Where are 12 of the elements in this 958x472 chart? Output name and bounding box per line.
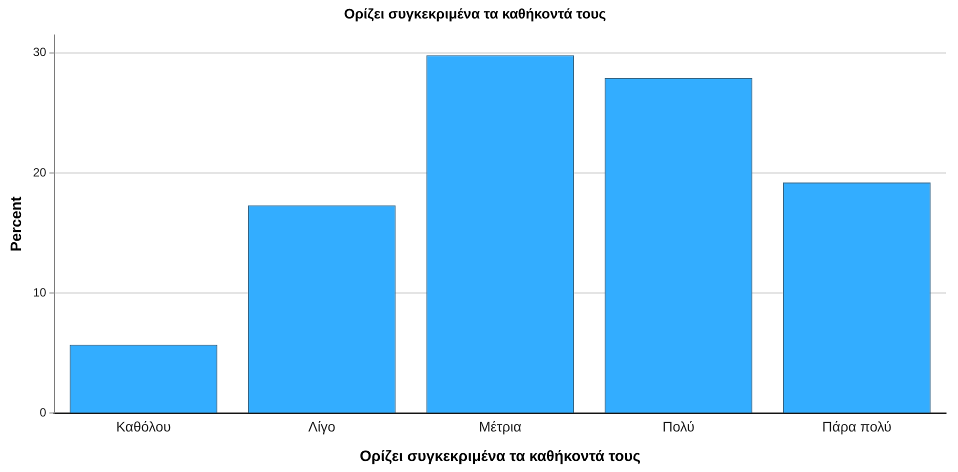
y-tick-label: 10 (32, 285, 47, 300)
x-tick-label: Καθόλου (116, 418, 171, 434)
x-axis-title: Ορίζει συγκεκριμένα τα καθήκοντά τους (360, 448, 641, 466)
x-tick-label: Μέτρια (478, 418, 522, 434)
y-tick-label: 30 (32, 45, 47, 60)
y-axis-title: Percent (8, 196, 26, 252)
x-tick-label: Πολύ (662, 418, 694, 434)
chart-title: Ορίζει συγκεκριμένα τα καθήκοντά τους (344, 5, 606, 22)
x-tick-label: Πάρα πολύ (822, 418, 892, 434)
y-tick-label: 20 (32, 165, 47, 180)
y-tick-label: 0 (40, 406, 47, 420)
x-tick-label: Λίγο (308, 418, 336, 434)
